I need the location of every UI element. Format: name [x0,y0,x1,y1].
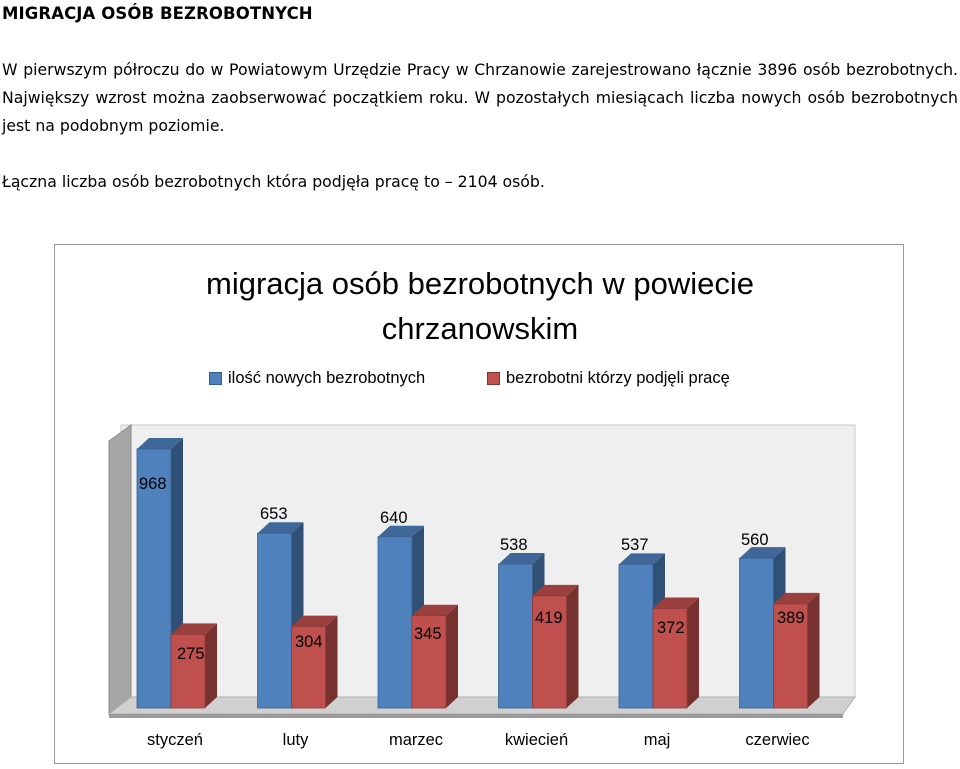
legend-label-found-work: bezrobotni którzy podjęli pracę [506,369,730,387]
bar-top-1-1 [291,615,338,627]
bar-new-unemployed-4 [618,563,654,709]
bar-found-work-4 [652,608,688,709]
bar-top-0-5 [739,547,786,559]
bar-side-1-5 [807,592,820,708]
data-label-1-0: 275 [177,645,205,663]
bar-top-1-0 [171,623,217,635]
category-label-4: maj [644,731,671,749]
bar-found-work-5 [773,603,808,709]
bar-new-unemployed-2 [377,536,413,709]
category-label-5: czerwiec [745,731,809,749]
category-label-2: marzec [389,731,443,749]
chart-title-line-2: chrzanowskim [381,311,579,346]
legend-label-new-unemployed: ilość nowych bezrobotnych [228,369,426,387]
legend-item-new-unemployed: ilość nowych bezrobotnych [209,369,425,388]
employment-paragraph: Łączna liczba osób bezrobotnych która po… [2,172,545,191]
bar-found-work-0 [170,634,206,709]
bar-top-0-4 [619,553,665,565]
bar-side-1-0 [205,623,217,708]
data-label-0-1: 653 [260,505,288,523]
summary-paragraph: W pierwszym półroczu do w Powiatowym Urz… [2,60,958,135]
data-label-0-3: 538 [500,536,528,554]
bar-new-unemployed-3 [498,563,533,709]
bar-top-0-0 [137,438,183,449]
legend-swatch-red [487,372,500,385]
chart-title: migracja osób bezrobotnych w powiecie ch… [55,261,905,351]
data-label-0-0: 968 [139,475,167,493]
bar-side-1-2 [446,604,458,708]
chart-floor-edge [109,714,843,718]
bar-found-work-3 [532,595,567,709]
data-label-1-1: 304 [295,633,323,651]
data-label-1-5: 389 [777,609,805,627]
chart-legend: ilość nowych bezrobotnych bezrobotni któ… [55,369,905,393]
category-label-0: styczeń [147,731,203,749]
bar-found-work-2 [411,615,447,709]
bar-new-unemployed-5 [739,557,774,709]
bar-top-1-3 [532,584,579,596]
chart-side-wall [108,424,132,716]
bar-new-unemployed-0 [136,448,172,709]
data-label-0-5: 560 [741,531,769,549]
bar-top-1-5 [773,592,820,604]
legend-item-found-work: bezrobotni którzy podjęli pracę [487,369,730,388]
bar-side-1-1 [325,615,338,708]
bar-side-1-4 [687,597,699,708]
bar-found-work-1 [291,626,326,709]
bar-top-0-1 [257,522,304,534]
bar-top-0-3 [498,553,545,565]
bar-side-1-3 [566,584,579,708]
category-label-3: kwiecień [505,731,568,749]
bar-top-0-2 [378,525,424,537]
bar-top-1-2 [412,604,458,616]
bar-new-unemployed-1 [257,532,292,709]
data-label-0-2: 640 [380,509,408,527]
chart-title-line-1: migracja osób bezrobotnych w powiecie [206,266,754,301]
data-label-1-4: 372 [657,619,685,637]
data-label-0-4: 537 [621,536,649,554]
category-label-1: luty [283,731,309,749]
legend-swatch-blue [209,372,222,385]
bar-top-1-4 [653,597,699,609]
chart-container: migracja osób bezrobotnych w powiecie ch… [54,244,904,764]
data-label-1-3: 419 [535,609,563,627]
data-label-1-2: 345 [414,625,442,643]
chart-plot: 968 275 styczeń 653 304 luty 640 345 marzec 538 41… [107,424,856,749]
document-heading: MIGRACJA OSÓB BEZROBOTNYCH [2,4,313,23]
